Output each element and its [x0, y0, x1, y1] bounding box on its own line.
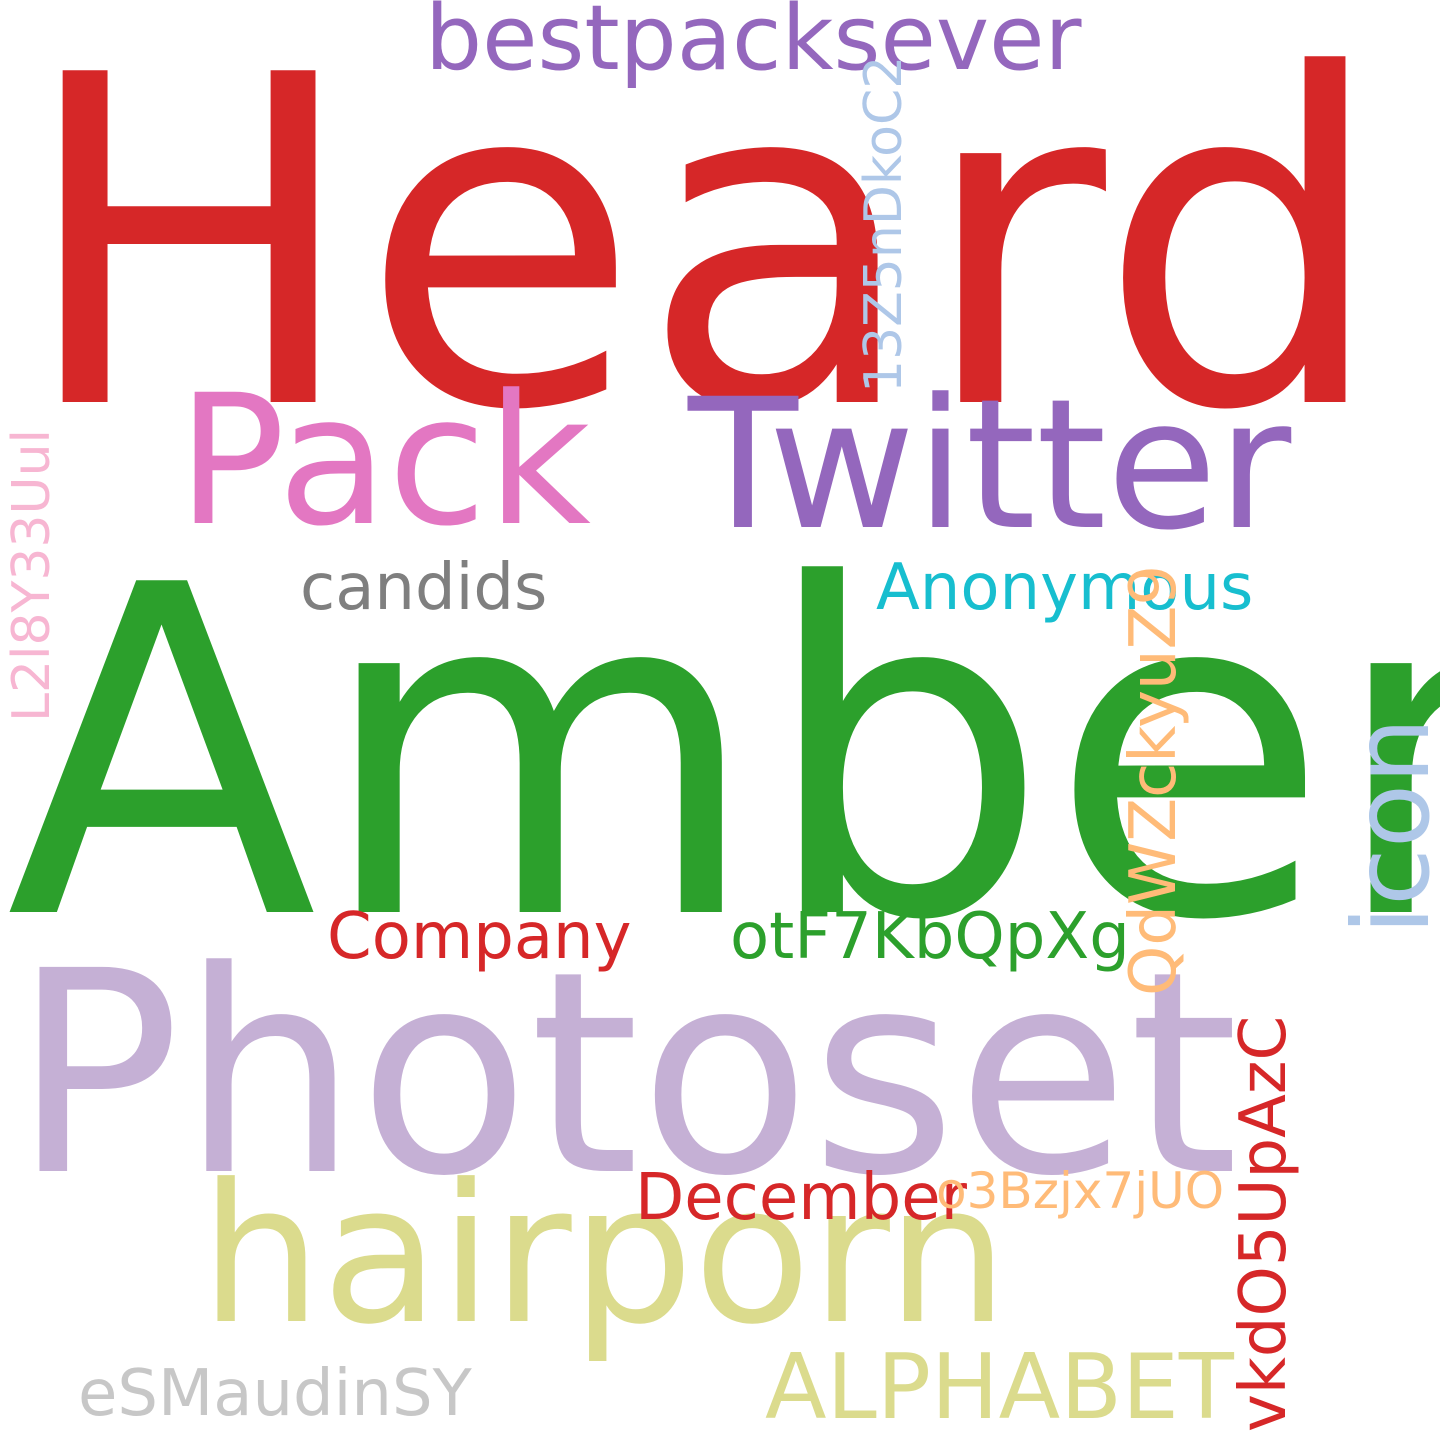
word-esmaudinsy: eSMaudinSY [78, 1362, 472, 1426]
word-o3bzjx7juo: o3Bzjx7jUO [936, 1166, 1224, 1216]
word-bestpacksever: bestpacksever [425, 0, 1081, 84]
word-anonymous: Anonymous [876, 556, 1253, 620]
word-icon: icon [1340, 717, 1440, 935]
word-candids: candids [300, 556, 547, 620]
word-13z5ndkoc2: 13Z5nDkoC2 [858, 56, 910, 393]
word-qdwzckyuz9: QdWZckyuZ9 [1122, 565, 1186, 996]
word-twitter: Twitter [688, 376, 1291, 556]
word-company: Company [327, 905, 631, 969]
word-l2l8y33uul: L2l8Y33Uul [6, 429, 58, 722]
word-alphabet: ALPHABET [765, 1343, 1234, 1433]
word-pack: Pack [177, 372, 591, 552]
word-december: December [635, 1166, 967, 1230]
word-vkdo5upazc: vkdO5UpAzC [1232, 1016, 1296, 1432]
word-otf7kbqpxg: otF7KbQpXg [730, 905, 1130, 969]
